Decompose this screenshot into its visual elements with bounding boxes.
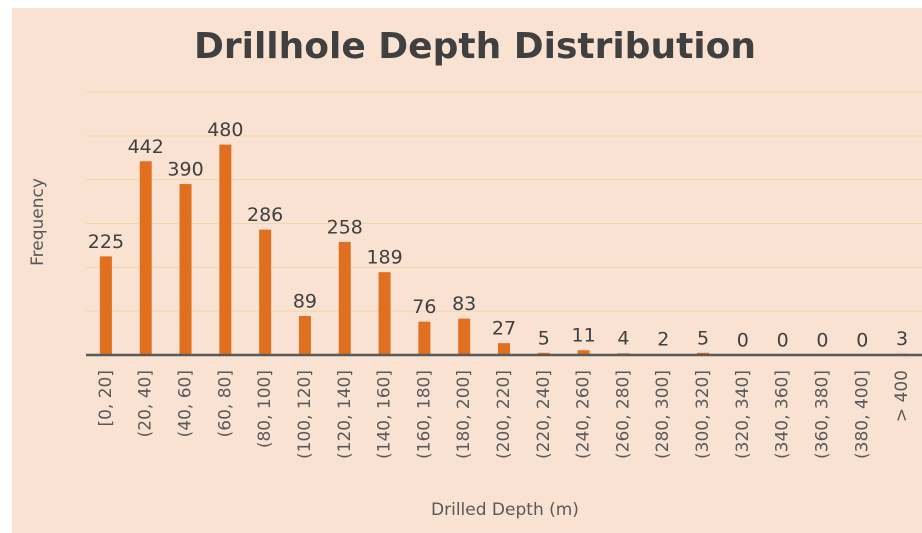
page: Drillhole Depth Distribution Frequency D… xyxy=(0,0,922,533)
value-label: 2 xyxy=(657,329,669,351)
value-label: 0 xyxy=(737,330,749,352)
value-label: 286 xyxy=(247,204,283,226)
bar xyxy=(100,256,112,355)
bar xyxy=(299,316,311,355)
chart: Drillhole Depth Distribution Frequency D… xyxy=(0,0,922,533)
chart-title: Drillhole Depth Distribution xyxy=(194,26,756,67)
value-label: 442 xyxy=(128,136,164,158)
bar xyxy=(379,272,391,355)
value-label: 5 xyxy=(697,327,709,349)
bar xyxy=(180,184,192,355)
bar xyxy=(498,343,510,355)
value-label: 11 xyxy=(572,325,596,347)
x-tick-label: (360, 380] xyxy=(812,370,832,459)
x-tick-label: (320, 340] xyxy=(733,370,753,459)
value-label: 4 xyxy=(617,328,629,350)
x-tick-label: (60, 80] xyxy=(215,370,235,437)
x-tick-label: (280, 300] xyxy=(653,370,673,459)
x-tick-label: (120, 140] xyxy=(335,370,355,459)
x-tick-label: (380, 400] xyxy=(852,370,872,459)
x-tick-label: [0, 20] xyxy=(96,370,116,427)
value-label: 5 xyxy=(538,327,550,349)
x-tick-label: (40, 60] xyxy=(176,370,196,437)
x-tick-label: > 400 xyxy=(892,370,912,422)
y-axis-label: Frequency xyxy=(28,178,48,266)
bar xyxy=(259,230,271,355)
x-tick-label: (80, 100] xyxy=(255,370,275,448)
value-label: 27 xyxy=(492,318,516,340)
value-label: 89 xyxy=(293,290,317,312)
bar xyxy=(219,145,231,355)
x-tick-label: (200, 220] xyxy=(494,370,514,459)
bar xyxy=(418,322,430,355)
value-label: 3 xyxy=(896,328,908,350)
x-tick-label: (180, 200] xyxy=(454,370,474,459)
value-label: 76 xyxy=(412,296,436,318)
value-label: 0 xyxy=(777,330,789,352)
value-label: 225 xyxy=(88,231,124,253)
bar xyxy=(339,242,351,355)
x-tick-label: (140, 160] xyxy=(375,370,395,459)
x-tick-label: (220, 240] xyxy=(534,370,554,459)
value-label: 189 xyxy=(366,247,402,269)
value-label: 258 xyxy=(327,216,363,238)
x-axis-label: Drilled Depth (m) xyxy=(431,500,579,520)
value-label: 83 xyxy=(452,293,476,315)
x-tick-label: (340, 360] xyxy=(773,370,793,459)
value-label: 480 xyxy=(207,119,243,141)
x-tick-label: (240, 260] xyxy=(574,370,594,459)
x-tick-label: (300, 320] xyxy=(693,370,713,459)
value-label: 0 xyxy=(816,330,828,352)
bar xyxy=(458,319,470,355)
value-label: 0 xyxy=(856,330,868,352)
value-label: 390 xyxy=(167,159,203,181)
x-tick-label: (20, 40] xyxy=(136,370,156,437)
x-tick-label: (260, 280] xyxy=(613,370,633,459)
x-tick-label: (160, 180] xyxy=(414,370,434,459)
x-tick-label: (100, 120] xyxy=(295,370,315,459)
bar xyxy=(140,161,152,355)
